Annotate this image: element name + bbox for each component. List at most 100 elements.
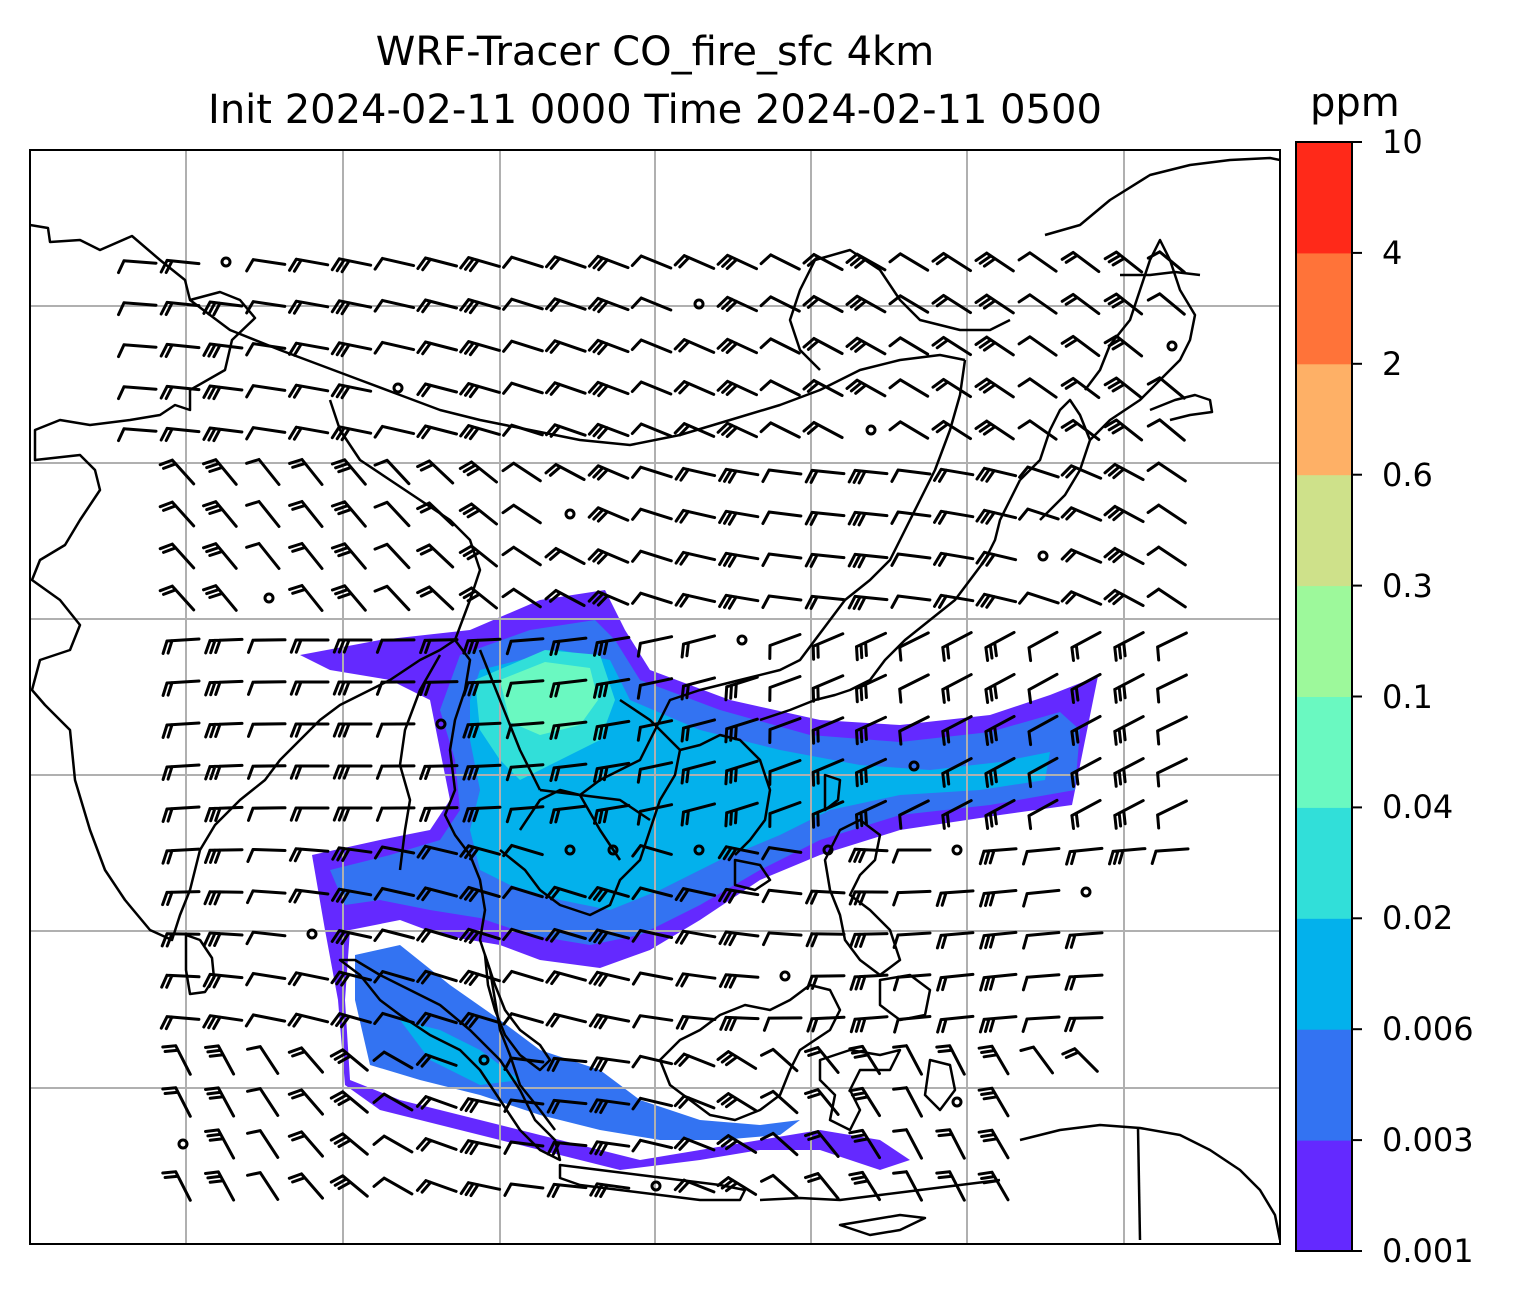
wind-barb [1150, 847, 1190, 865]
wind-barb [1060, 506, 1103, 522]
wind-barb [761, 552, 803, 567]
wind-barb [933, 509, 975, 525]
wind-barb [459, 1181, 502, 1198]
wind-barb [416, 340, 458, 356]
wind-barb [631, 1054, 674, 1069]
wind-barb [718, 467, 760, 484]
wind-barb [760, 1173, 799, 1199]
wind-barb [630, 254, 673, 270]
wind-barb [1070, 756, 1102, 788]
wind-barb [1113, 757, 1145, 788]
wind-barb [245, 500, 281, 528]
wind-barb [632, 1014, 674, 1029]
wind-barb [941, 799, 973, 830]
border-asia-1 [189, 299, 966, 447]
wind-barb [247, 806, 287, 822]
plume-lower-mid-band [355, 945, 800, 1140]
colorbar-segment [1296, 807, 1352, 919]
coastline-sakhalin [1120, 270, 1201, 277]
wind-barb [288, 299, 330, 315]
wind-barb [117, 259, 158, 275]
wind-barb [802, 421, 844, 439]
colorbar-tick-label: 10 [1382, 123, 1423, 161]
map-panel [30, 150, 1280, 1244]
wind-barb [1060, 334, 1101, 358]
wind-barb [331, 887, 373, 904]
wind-barb [204, 637, 244, 655]
wind-barb [459, 969, 501, 986]
wind-barb [804, 594, 846, 610]
colorbar-segment [1296, 363, 1352, 476]
colorbar-segment [1296, 252, 1352, 365]
map-frame [29, 149, 1281, 1245]
wind-barb [159, 258, 201, 274]
wind-barb [288, 458, 324, 486]
wind-barb [245, 458, 281, 486]
wind-barb [806, 974, 846, 990]
wind-barbs [117, 250, 1190, 1202]
wind-barb [416, 543, 455, 569]
coastline-malay-peninsula [483, 953, 552, 1072]
wind-barb [459, 298, 501, 315]
wind-barb [1113, 799, 1145, 830]
wind-barb [855, 673, 887, 704]
wind-barb [631, 886, 673, 901]
wind-barb [458, 586, 498, 610]
wind-barb [1018, 591, 1060, 605]
wind-barb [759, 421, 801, 439]
co-fire-plume [300, 590, 1098, 1170]
wind-barb [287, 1172, 324, 1200]
wind-barb [458, 460, 498, 484]
wind-barb [888, 294, 930, 314]
wind-barb [287, 1130, 324, 1158]
wind-barb [768, 717, 802, 744]
wind-barb [503, 1140, 545, 1155]
wind-barb [161, 1170, 192, 1202]
wind-barb [204, 763, 244, 781]
wind-barb [373, 928, 415, 942]
map-title-line1: WRF-Tracer CO_fire_sfc 4km [375, 29, 935, 75]
colorbar-tick-label: 0.6 [1382, 455, 1433, 494]
wind-barb [848, 1128, 881, 1160]
wind-barb [974, 377, 1015, 399]
coastline-south-asia [30, 223, 456, 942]
wind-barb [329, 1090, 369, 1114]
wind-barb [892, 1170, 923, 1202]
wind-barb [502, 969, 544, 984]
wind-barb [416, 501, 455, 527]
wind-barb [761, 510, 803, 525]
wind-barb [898, 715, 930, 746]
wind-barb [718, 593, 760, 610]
wind-barb [593, 677, 631, 699]
wind-barb [546, 1140, 588, 1156]
wind-barb [330, 500, 367, 528]
wind-barb [287, 971, 330, 987]
wind-barb [329, 1048, 369, 1072]
wind-barb [631, 1096, 674, 1111]
wind-barb [979, 972, 1018, 992]
border-new-guinea [1136, 1127, 1142, 1241]
coastline-java [558, 1163, 747, 1202]
wind-barb [630, 338, 673, 354]
colorbar-tick-label: 0.001 [1382, 1232, 1474, 1270]
wind-barb [246, 1171, 280, 1201]
wind-barb [933, 551, 975, 567]
wind-barb [984, 798, 1016, 830]
wind-barb [587, 380, 630, 398]
calm-wind-circle [693, 844, 705, 856]
colorbar-segment [1296, 142, 1352, 254]
wind-barb [332, 764, 373, 780]
wind-barb [631, 549, 673, 563]
wind-barb [941, 631, 973, 662]
wind-barb [588, 886, 630, 903]
wind-barb [546, 1056, 588, 1072]
wind-barb [1156, 673, 1188, 704]
wind-barb [501, 587, 542, 609]
wind-barb [892, 973, 932, 992]
wind-barb [848, 1044, 881, 1076]
coastline-china-coast [759, 479, 1022, 722]
wind-barb [502, 339, 544, 353]
wind-barb [1060, 464, 1103, 480]
wind-barb [545, 423, 587, 438]
wind-barb [802, 379, 844, 397]
